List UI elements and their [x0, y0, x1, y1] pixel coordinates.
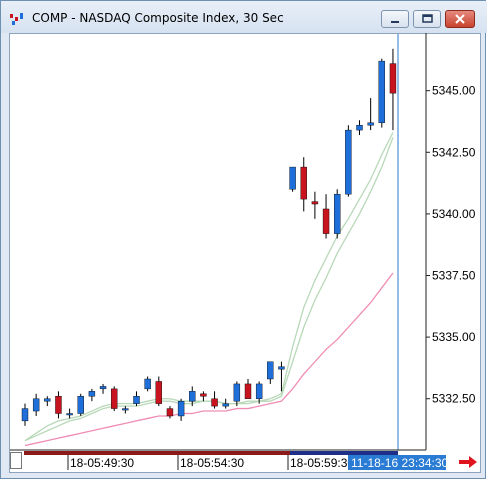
close-icon: [455, 14, 465, 24]
candle[interactable]: [144, 376, 151, 392]
y-tick-label: 5335.00: [432, 330, 476, 344]
candle-body: [133, 396, 140, 404]
candle[interactable]: [55, 391, 62, 419]
candle[interactable]: [66, 408, 73, 419]
candle[interactable]: [133, 391, 140, 407]
candle[interactable]: [77, 393, 84, 416]
restore-button[interactable]: [413, 10, 441, 28]
candle-body: [177, 400, 185, 417]
candle[interactable]: [255, 381, 263, 404]
close-button[interactable]: [445, 10, 475, 28]
candle[interactable]: [110, 386, 118, 412]
candle[interactable]: [334, 189, 341, 239]
candle[interactable]: [367, 98, 374, 131]
candle-body: [44, 398, 51, 402]
candle[interactable]: [211, 391, 218, 409]
x-tick-label: 18-05:59:30: [290, 456, 354, 470]
minimize-icon: [391, 21, 399, 23]
candle[interactable]: [21, 403, 29, 426]
candle-body: [255, 383, 263, 399]
candle-body: [144, 378, 151, 390]
candle-body: [155, 381, 163, 404]
x-tick-label: 18-05:54:30: [180, 456, 244, 470]
candle[interactable]: [345, 125, 352, 197]
candle[interactable]: [311, 191, 319, 219]
y-tick-label: 5345.00: [432, 84, 476, 98]
candle-body: [110, 388, 118, 409]
ma-fast2-line: [24, 137, 394, 442]
y-tick-label: 5342.50: [432, 145, 476, 159]
candle[interactable]: [322, 194, 330, 239]
candle-body: [244, 383, 252, 399]
candle[interactable]: [289, 166, 296, 192]
candle[interactable]: [99, 383, 107, 394]
time-scrollbar-track[interactable]: [24, 451, 398, 455]
candle[interactable]: [88, 388, 96, 402]
candle-body: [88, 391, 96, 397]
y-tick-label: 5332.50: [432, 392, 476, 406]
app-icon: [10, 13, 23, 25]
candle-body: [21, 408, 29, 422]
candle-body: [222, 403, 229, 407]
time-highlight-label: 11-18-16 23:34:30: [351, 456, 449, 470]
candle[interactable]: [278, 361, 285, 392]
candle[interactable]: [300, 157, 307, 212]
candle[interactable]: [177, 398, 185, 421]
candle-body: [200, 393, 207, 397]
candle[interactable]: [32, 393, 40, 416]
candle-body: [322, 208, 330, 234]
candle-body: [278, 366, 285, 370]
candle[interactable]: [155, 376, 163, 407]
candle-body: [77, 396, 84, 414]
candle[interactable]: [200, 391, 207, 402]
window-title: COMP - NASDAQ Composite Index, 30 Sec: [32, 11, 284, 25]
candle-body: [334, 193, 341, 234]
candle-body: [99, 386, 107, 390]
candle[interactable]: [44, 396, 51, 407]
candle-body: [311, 201, 319, 205]
ma-fast-line: [24, 132, 394, 442]
candle[interactable]: [166, 406, 174, 419]
candle-body: [345, 129, 352, 195]
candle-body: [356, 124, 363, 131]
candle-body: [378, 60, 385, 123]
candle-body: [55, 396, 62, 414]
candle[interactable]: [244, 379, 252, 399]
y-tick-label: 5340.00: [432, 207, 476, 221]
candle-body: [122, 408, 129, 411]
candle[interactable]: [222, 398, 229, 409]
y-tick-label: 5337.50: [432, 269, 476, 283]
candle[interactable]: [267, 361, 274, 384]
restore-icon: [422, 14, 433, 23]
chart-area[interactable]: [9, 33, 481, 473]
time-highlight-box: [348, 455, 446, 470]
candle[interactable]: [389, 48, 397, 131]
candle-body: [211, 398, 218, 407]
candle-body: [367, 122, 374, 126]
candle-body: [233, 383, 241, 402]
candle-body: [389, 63, 397, 94]
candle-body: [166, 408, 174, 417]
candle[interactable]: [356, 120, 363, 136]
candle-body: [32, 398, 40, 412]
chart-corner-box[interactable]: [10, 452, 22, 469]
minimize-button[interactable]: [381, 10, 409, 28]
candle-body: [300, 166, 307, 200]
time-scrollbar-thumb[interactable]: [290, 451, 398, 455]
candle[interactable]: [189, 386, 196, 407]
candle-body: [267, 361, 274, 380]
x-tick-label: 18-05:49:30: [70, 456, 134, 470]
candle[interactable]: [378, 58, 385, 128]
ma-slow-line: [24, 272, 394, 447]
candle-body: [189, 391, 196, 402]
scroll-right-arrow-icon[interactable]: [459, 456, 477, 468]
title-bar[interactable]: COMP - NASDAQ Composite Index, 30 Sec: [1, 1, 487, 33]
candle-body: [289, 166, 296, 190]
candle[interactable]: [233, 381, 241, 407]
candle-body: [66, 413, 73, 416]
candle[interactable]: [122, 406, 129, 414]
